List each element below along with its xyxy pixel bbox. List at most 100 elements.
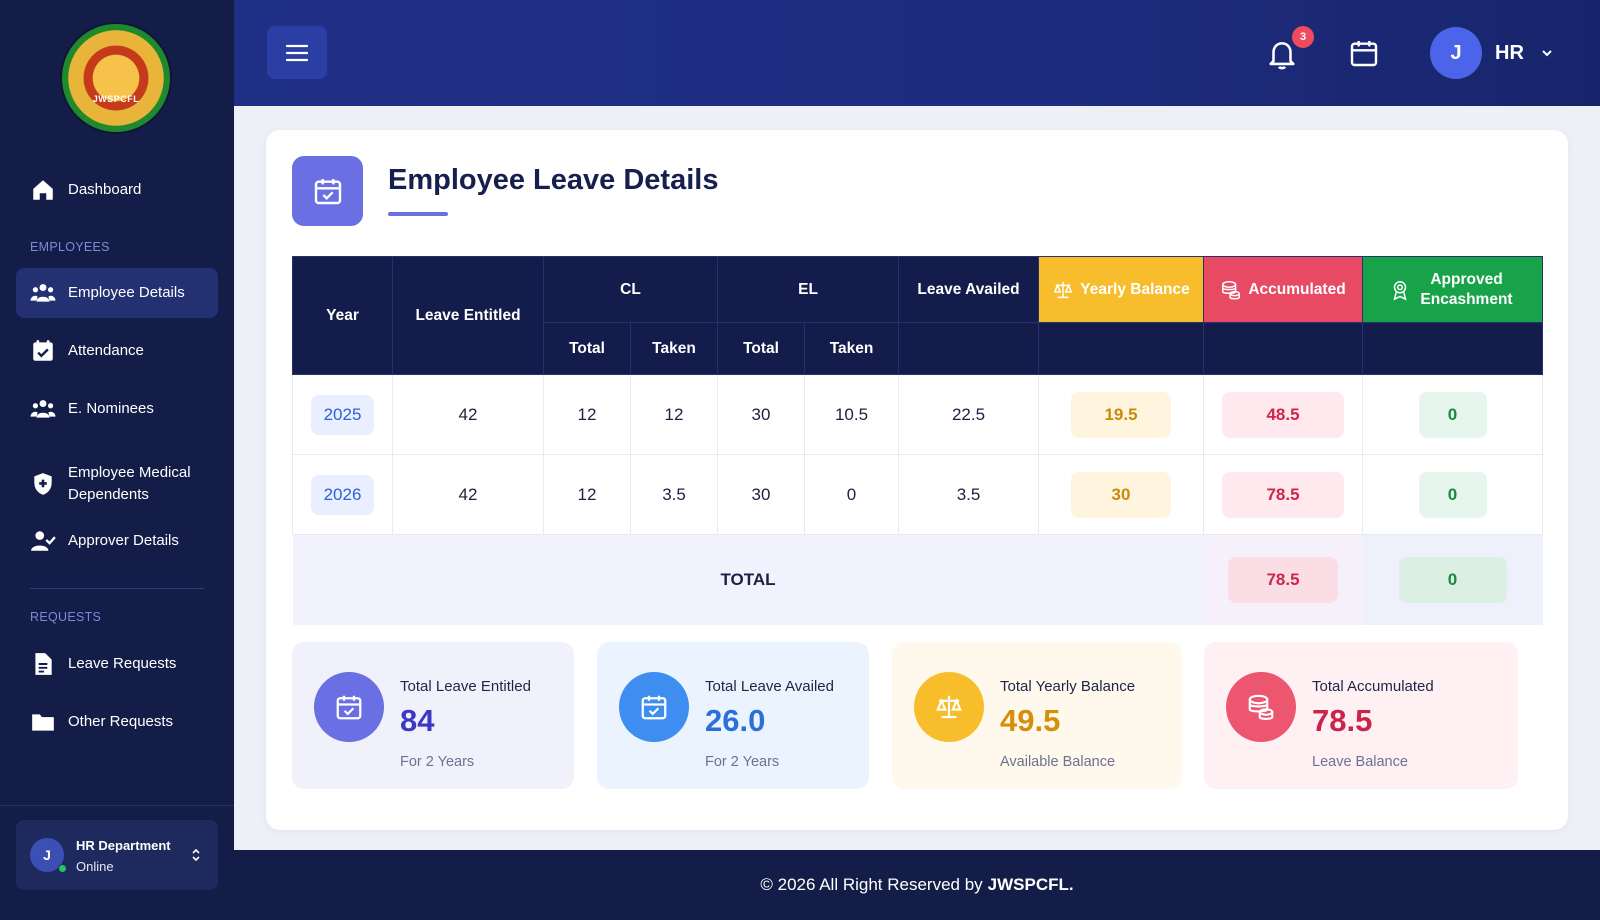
- header-leave-entitled: Leave Entitled: [392, 256, 544, 375]
- header-cl-total: Total: [543, 322, 631, 375]
- section-employees: EMPLOYEES: [30, 240, 110, 254]
- sidebar-item-dashboard[interactable]: Dashboard: [16, 165, 218, 215]
- medical-shield-icon: [34, 473, 52, 495]
- cell-el-total: 30: [717, 454, 806, 535]
- users-icon: [30, 400, 56, 418]
- year-chip[interactable]: 2026: [310, 474, 375, 515]
- total-row: TOTAL 78.5 0: [292, 534, 1543, 625]
- cell-leave-availed: 3.5: [898, 454, 1040, 535]
- cell-leave-availed: 22.5: [898, 374, 1040, 455]
- section-requests: REQUESTS: [30, 610, 102, 624]
- header-el-taken: Taken: [804, 322, 900, 375]
- sidebar-item-leave-requests[interactable]: Leave Requests: [16, 639, 218, 689]
- cell-approved-encashment: 0: [1362, 374, 1544, 455]
- accumulated-pill: 78.5: [1222, 471, 1345, 518]
- title-underline: [388, 212, 448, 216]
- cell-cl-taken: 3.5: [630, 454, 719, 535]
- table-row: 2025 42 12 12 30 10.5 22.5 19.5 48.5 0: [292, 374, 1544, 455]
- sidebar-item-medical-dependents[interactable]: Employee Medical Dependents: [16, 452, 218, 516]
- sidebar-item-nominees[interactable]: E. Nominees: [16, 384, 218, 434]
- stat-icon-circle: [1226, 672, 1296, 742]
- header-accumulated-label: Accumulated: [1248, 280, 1346, 298]
- header-yearly-balance: Yearly Balance: [1038, 256, 1205, 323]
- sidebar-divider: [30, 588, 204, 589]
- stat-subtitle: Available Balance: [1000, 754, 1116, 770]
- calendar-icon[interactable]: [1348, 37, 1380, 69]
- sidebar-item-attendance[interactable]: Attendance: [16, 326, 218, 376]
- stat-card-total-availed: Total Leave Availed 26.0 For 2 Years: [597, 642, 869, 789]
- header-blank: [1038, 322, 1205, 375]
- users-icon: [30, 284, 56, 302]
- cell-el-taken: 10.5: [804, 374, 900, 455]
- cell-accumulated: 78.5: [1203, 454, 1364, 535]
- menu-toggle-button[interactable]: [267, 26, 327, 79]
- award-icon: [1392, 280, 1407, 301]
- stat-label: Total Accumulated: [1312, 678, 1434, 695]
- balance-scale-icon: [936, 695, 962, 719]
- cell-cl-taken: 12: [630, 374, 719, 455]
- user-department: HR Department: [76, 838, 171, 853]
- accumulated-pill: 48.5: [1222, 391, 1345, 438]
- header-accumulated: Accumulated: [1203, 256, 1364, 323]
- stat-card-yearly-balance: Total Yearly Balance 49.5 Available Bala…: [892, 642, 1182, 789]
- avatar[interactable]: J: [1430, 27, 1482, 79]
- header-blank: [1203, 322, 1364, 375]
- stat-value: 78.5: [1312, 703, 1373, 738]
- sidebar-item-label: Employee Details: [68, 284, 185, 301]
- sidebar-item-label: E. Nominees: [68, 400, 154, 417]
- footer-brand: JWSPCFL.: [987, 875, 1074, 894]
- chevron-up-down-icon[interactable]: [190, 846, 202, 864]
- sidebar-item-employee-details[interactable]: Employee Details: [16, 268, 218, 318]
- cell-year: 2026: [292, 454, 393, 535]
- stat-value: 49.5: [1000, 703, 1061, 738]
- year-chip[interactable]: 2025: [310, 394, 375, 435]
- user-menu-label[interactable]: HR: [1495, 42, 1524, 64]
- cell-cl-total: 12: [543, 454, 631, 535]
- cell-yearly-balance: 19.5: [1038, 374, 1205, 455]
- top-header: 3 J HR: [234, 0, 1600, 106]
- company-logo[interactable]: JWSPCFL: [62, 24, 170, 132]
- stat-label: Total Leave Entitled: [400, 678, 531, 695]
- header-yearly-balance-label: Yearly Balance: [1080, 280, 1190, 298]
- sidebar-item-label: Approver Details: [68, 532, 179, 549]
- user-status-card[interactable]: J HR Department Online: [16, 820, 218, 890]
- document-icon: [35, 653, 52, 675]
- cell-el-taken: 0: [804, 454, 900, 535]
- sidebar-item-label: Dashboard: [68, 181, 142, 198]
- stat-label: Total Leave Availed: [705, 678, 834, 695]
- cell-cl-total: 12: [543, 374, 631, 455]
- cell-leave-entitled: 42: [392, 374, 544, 455]
- cell-yearly-balance: 30: [1038, 454, 1205, 535]
- bell-icon[interactable]: [1265, 36, 1299, 72]
- sidebar-item-label: Other Requests: [68, 713, 174, 730]
- sidebar-item-approver-details[interactable]: Approver Details: [16, 516, 218, 566]
- cell-leave-entitled: 42: [392, 454, 544, 535]
- total-encashment-pill: 0: [1398, 556, 1507, 603]
- sidebar-item-label: Employee Medical Dependents: [68, 464, 191, 503]
- logo-text: JWSPCFL: [92, 94, 140, 104]
- leave-details-card: Employee Leave Details Year Leave Entitl…: [266, 130, 1568, 830]
- encashment-pill: 0: [1418, 471, 1487, 518]
- header-blank: [898, 322, 1040, 375]
- header-blank: [1362, 322, 1544, 375]
- sidebar-item-other-requests[interactable]: Other Requests: [16, 697, 218, 747]
- online-status-dot: [58, 864, 67, 873]
- notification-badge: 3: [1292, 26, 1314, 48]
- yearly-balance-pill: 30: [1071, 471, 1172, 518]
- coins-icon: [1248, 694, 1274, 720]
- footer-text: © 2026 All Right Reserved by: [760, 875, 983, 894]
- user-status: Online: [76, 859, 114, 874]
- cell-year: 2025: [292, 374, 393, 455]
- yearly-balance-pill: 19.5: [1071, 391, 1172, 438]
- chevron-down-icon[interactable]: [1540, 47, 1554, 59]
- sidebar-item-label: Attendance: [68, 342, 144, 359]
- stat-icon-circle: [314, 672, 384, 742]
- table-row: 2026 42 12 3.5 30 0 3.5 30 78.5 0: [292, 454, 1544, 535]
- stat-icon-circle: [914, 672, 984, 742]
- header-leave-availed: Leave Availed: [898, 256, 1040, 323]
- header-cl-taken: Taken: [629, 322, 719, 375]
- total-label: TOTAL: [292, 534, 1204, 625]
- total-encashment-cell: 0: [1362, 534, 1543, 625]
- page-title: Employee Leave Details: [388, 164, 719, 196]
- cell-el-total: 30: [717, 374, 806, 455]
